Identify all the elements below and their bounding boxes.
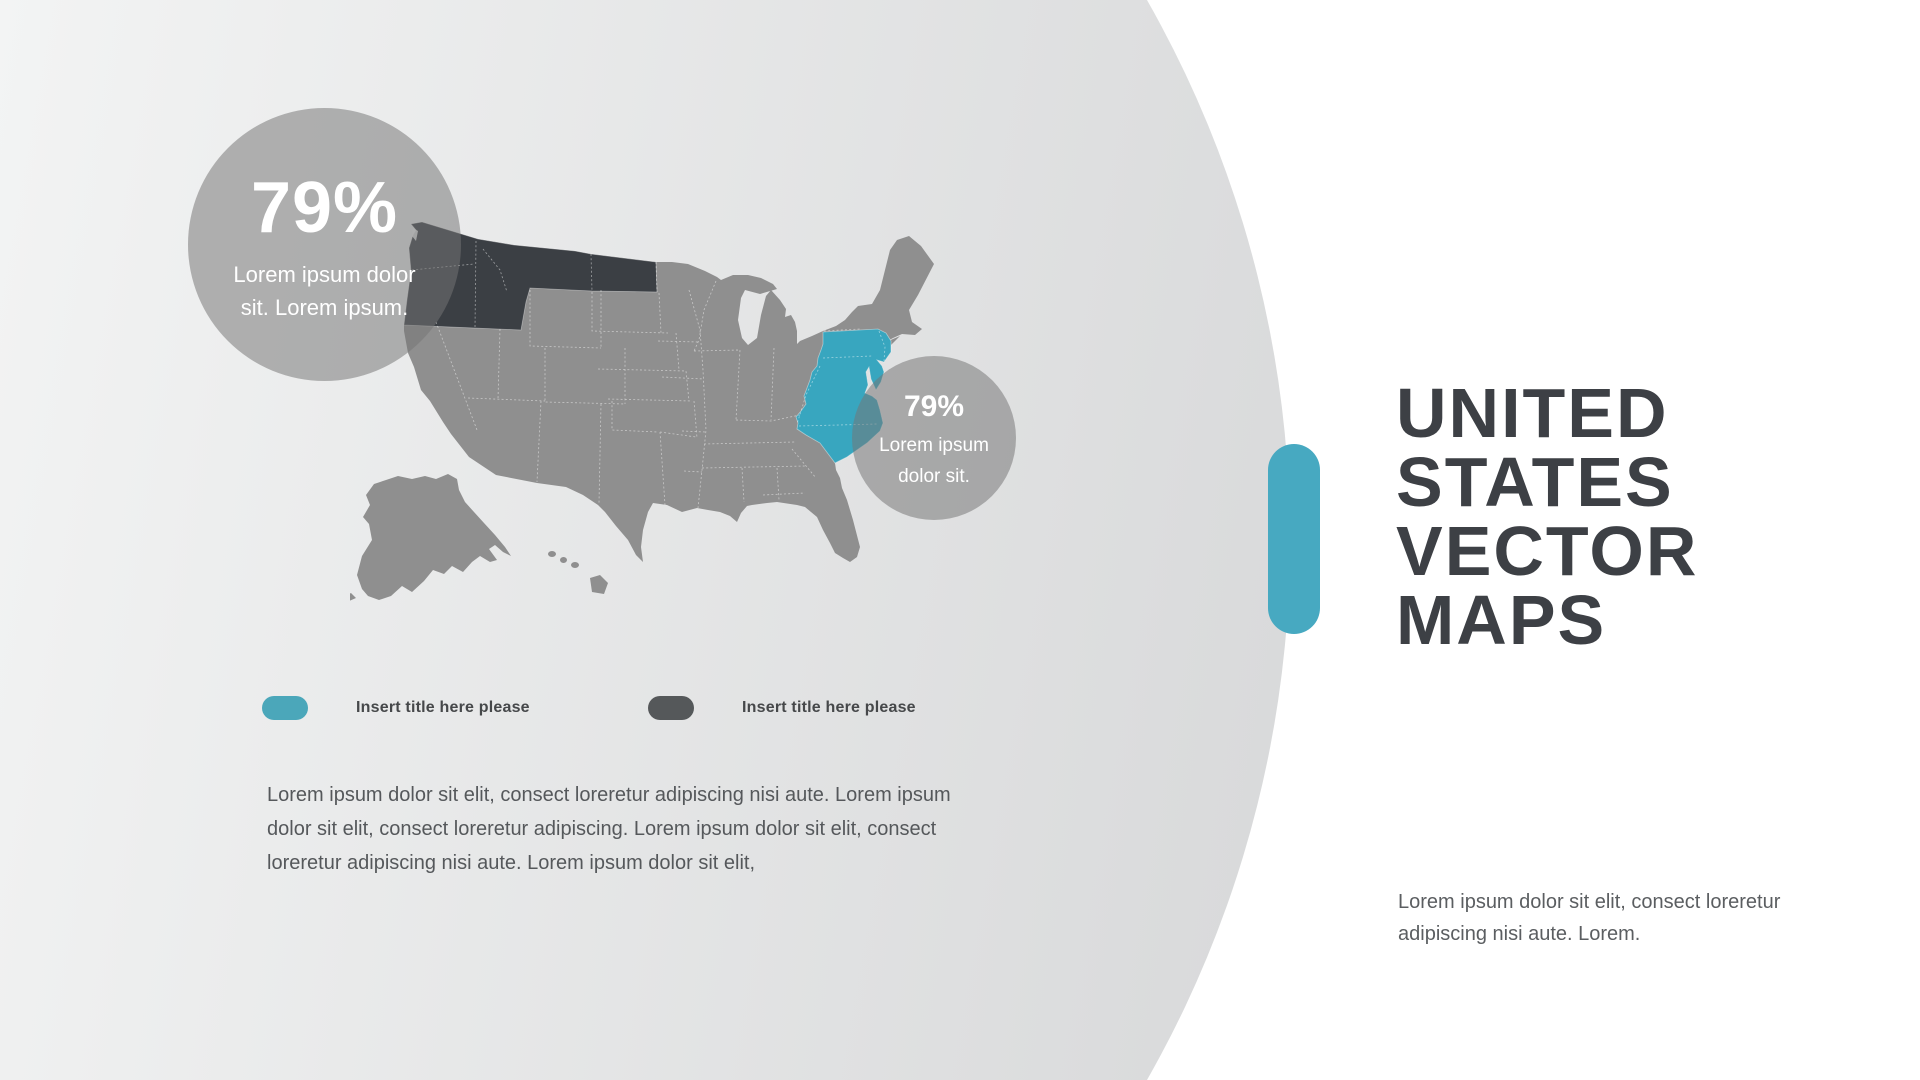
legend-swatch-dark: [648, 696, 694, 720]
slide-title-line: MAPS: [1396, 581, 1607, 659]
sidebar-description: Lorem ipsum dolor sit elit, consect lore…: [1398, 886, 1780, 950]
legend-item-teal: Insert title here please: [262, 696, 530, 720]
map-description: Lorem ipsum dolor sit elit, consect lore…: [267, 778, 951, 880]
legend-item-dark: Insert title here please: [648, 696, 916, 720]
accent-bar: [1268, 444, 1320, 634]
map-description-line: loreretur adipiscing nisi aute. Lorem ip…: [267, 852, 755, 874]
stat-value-small: 79%: [903, 390, 965, 423]
slide-title-line: VECTOR: [1396, 512, 1699, 590]
stat-bubble-large: 79% Lorem ipsum dolor sit. Lorem ipsum.: [188, 108, 461, 381]
us-map-base: [404, 222, 934, 562]
stat-caption-line: Lorem ipsum dolor: [233, 261, 416, 287]
stat-caption-line: Lorem ipsum: [879, 435, 989, 456]
us-map-hawaii: [548, 551, 608, 594]
map-description-line: dolor sit elit, consect loreretur adipis…: [267, 818, 937, 840]
legend-swatch-teal: [262, 696, 308, 720]
legend-label: Insert title here please: [742, 699, 916, 716]
legend-swatch-teal-shape: [262, 696, 308, 720]
stat-value-large: 79%: [250, 167, 399, 248]
us-map-alaska: [350, 474, 511, 601]
legend-label: Insert title here please: [356, 699, 530, 716]
legend-swatch-dark-shape: [648, 696, 694, 720]
stat-caption-line: sit. Lorem ipsum.: [240, 294, 409, 320]
stat-caption-line: dolor sit.: [898, 466, 970, 487]
stat-bubble-small: 79% Lorem ipsum dolor sit.: [852, 356, 1016, 520]
slide-title-line: STATES: [1396, 443, 1674, 521]
map-description-line: Lorem ipsum dolor sit elit, consect lore…: [267, 784, 951, 806]
sidebar-description-line: adipiscing nisi aute. Lorem.: [1398, 923, 1641, 945]
slide-title: UNITED STATES VECTOR MAPS: [1396, 374, 1699, 659]
sidebar-description-line: Lorem ipsum dolor sit elit, consect lore…: [1398, 891, 1781, 913]
slide-title-line: UNITED: [1396, 374, 1669, 452]
